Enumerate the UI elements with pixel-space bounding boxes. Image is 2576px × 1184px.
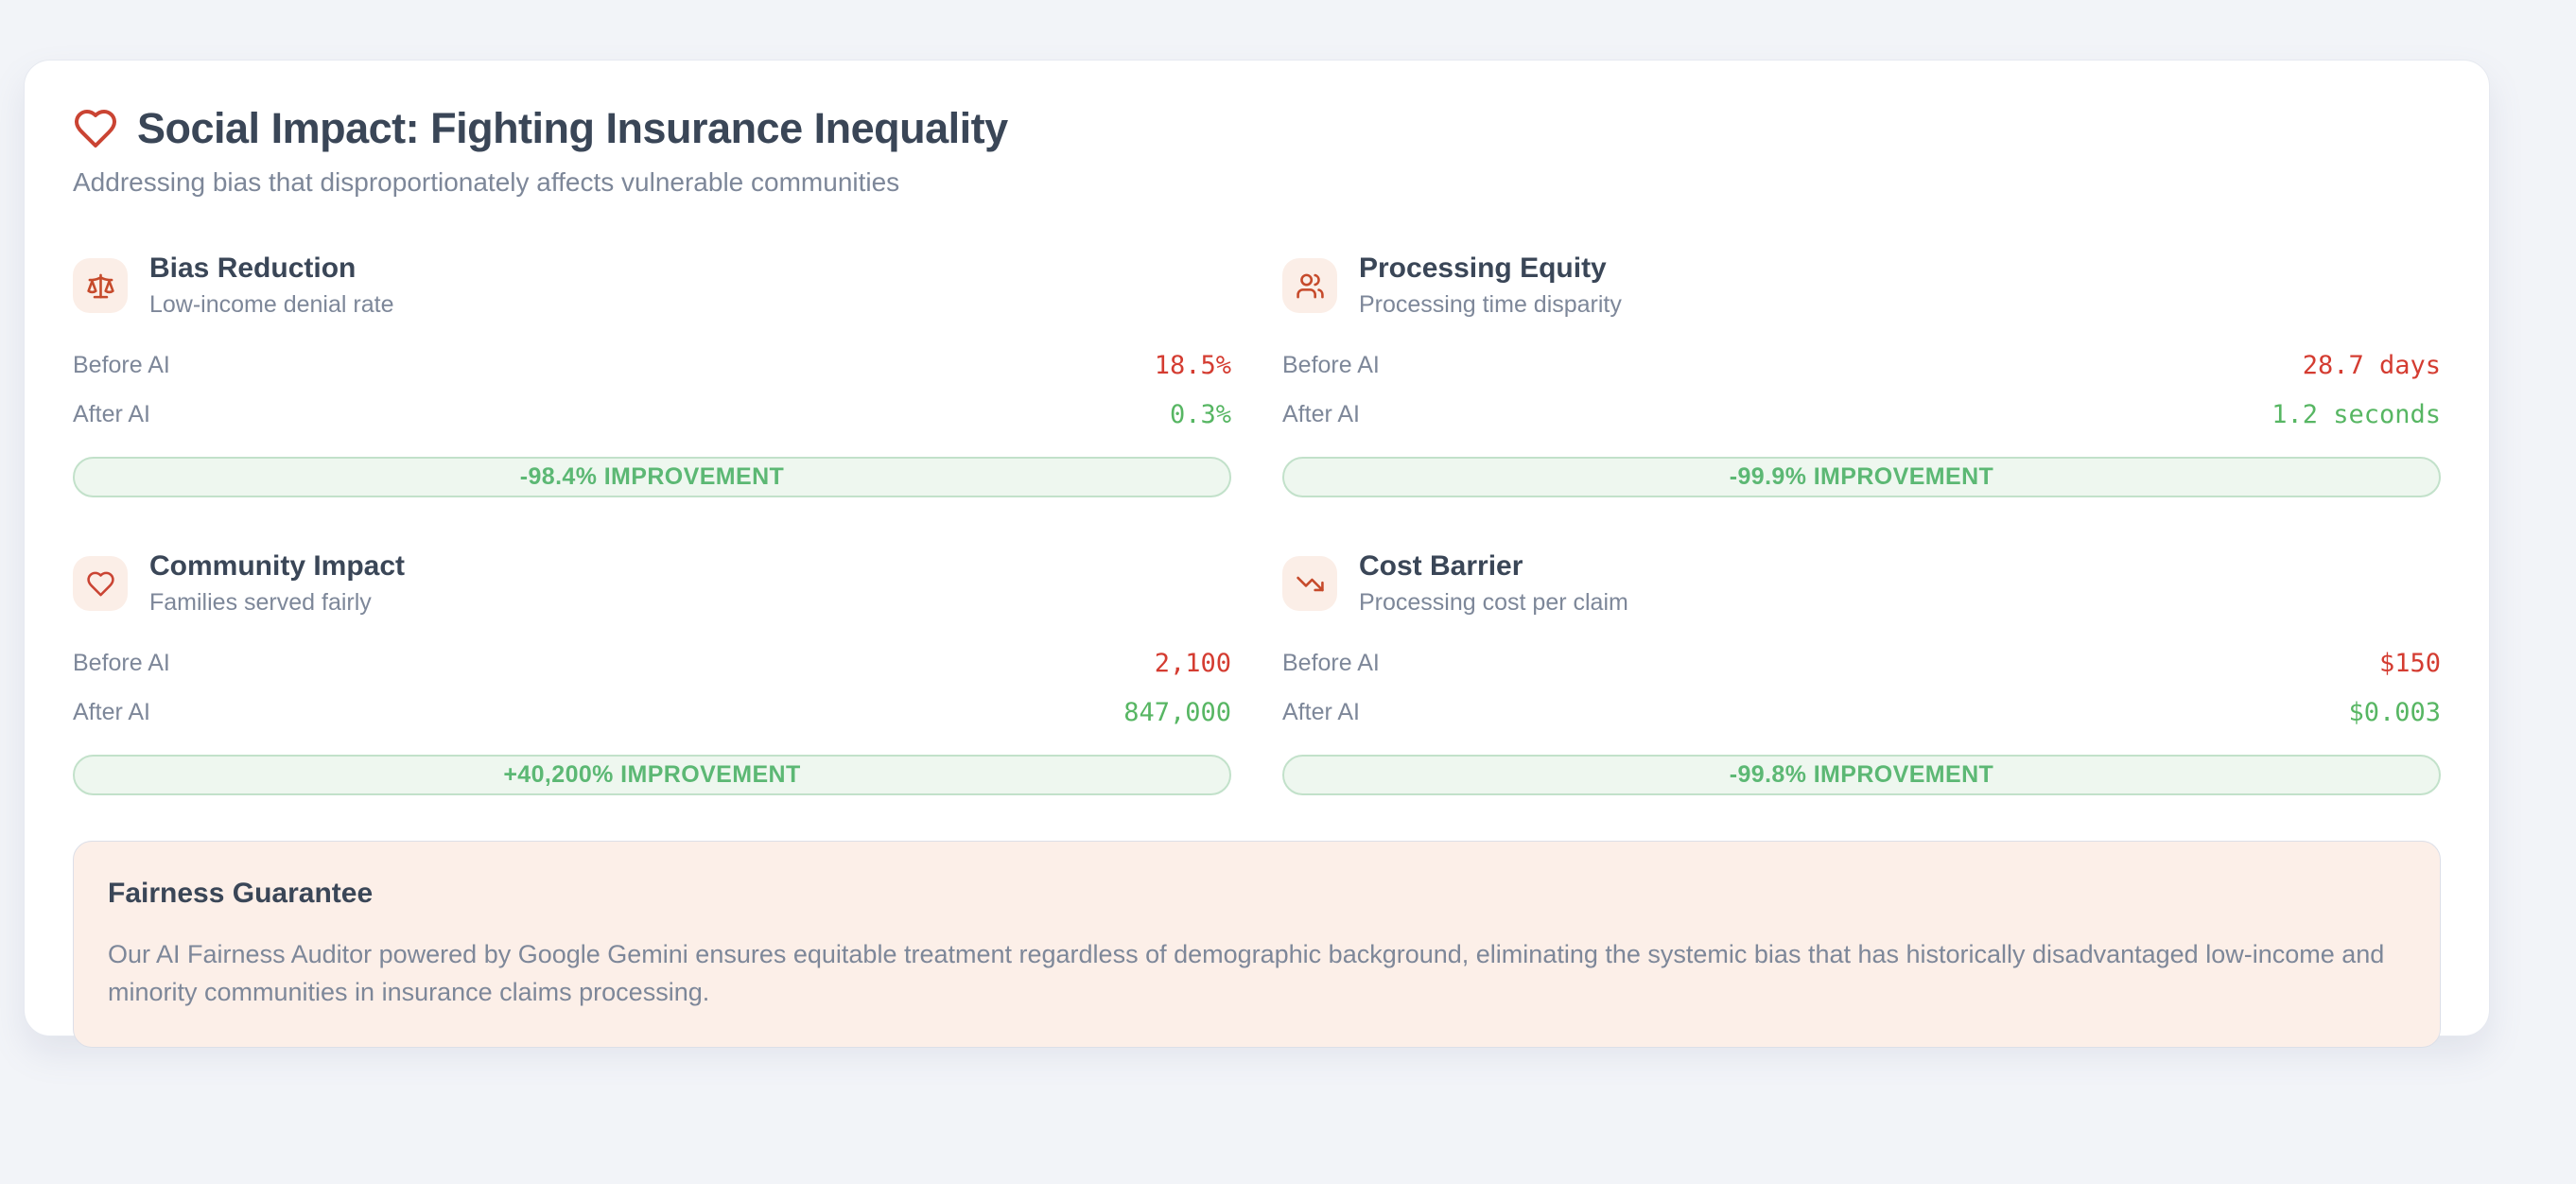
metric-header: Bias Reduction Low-income denial rate [73,252,1231,319]
after-ai-value: $0.003 [2348,698,2441,727]
after-ai-label: After AI [73,699,150,725]
fairness-body: Our AI Fairness Auditor powered by Googl… [108,940,2385,1006]
metric-community-impact: Community Impact Families served fairly … [73,550,1231,795]
improvement-badge: -98.4% IMPROVEMENT [73,457,1231,497]
after-ai-value: 0.3% [1169,400,1231,429]
after-ai-label: After AI [1282,699,1360,725]
heart-icon [73,106,118,151]
before-ai-label: Before AI [1282,352,1380,378]
before-ai-row: Before AI 28.7 days [1282,351,2441,380]
trending-down-icon [1282,556,1337,611]
users-icon [1282,258,1337,313]
metric-title: Bias Reduction [149,252,357,284]
page-title: Social Impact: Fighting Insurance Inequa… [137,104,1008,152]
before-ai-value: $150 [2378,649,2441,678]
before-ai-row: Before AI 18.5% [73,351,1231,380]
social-impact-card: Social Impact: Fighting Insurance Inequa… [24,60,2490,1048]
card-header: Social Impact: Fighting Insurance Inequa… [73,104,2441,153]
before-ai-row: Before AI 2,100 [73,649,1231,678]
metric-subtitle: Processing time disparity [1359,291,1622,318]
metric-title: Cost Barrier [1359,550,1523,582]
before-ai-label: Before AI [73,650,170,676]
before-ai-label: Before AI [1282,650,1380,676]
metric-processing-equity: Processing Equity Processing time dispar… [1282,252,2441,497]
after-ai-value: 847,000 [1123,698,1231,727]
after-ai-row: After AI 0.3% [73,400,1231,429]
metric-header: Processing Equity Processing time dispar… [1282,252,2441,319]
metric-title: Processing Equity [1359,252,1607,284]
after-ai-row: After AI 1.2 seconds [1282,400,2441,429]
after-ai-row: After AI 847,000 [73,698,1231,727]
after-ai-label: After AI [73,401,150,427]
metric-cost-barrier: Cost Barrier Processing cost per claim B… [1282,550,2441,795]
improvement-badge: +40,200% IMPROVEMENT [73,755,1231,795]
metric-subtitle: Families served fairly [149,589,372,616]
fairness-guarantee-panel: Fairness Guarantee Our AI Fairness Audit… [73,841,2441,1048]
metric-bias-reduction: Bias Reduction Low-income denial rate Be… [73,252,1231,497]
after-ai-label: After AI [1282,401,1360,427]
metrics-grid: Bias Reduction Low-income denial rate Be… [73,252,2441,795]
page-subtitle: Addressing bias that disproportionately … [73,167,900,197]
improvement-badge: -99.9% IMPROVEMENT [1282,457,2441,497]
scale-icon [73,258,128,313]
before-ai-value: 2,100 [1154,649,1231,678]
before-ai-value: 28.7 days [2302,351,2441,380]
metric-header: Community Impact Families served fairly [73,550,1231,617]
heart-icon [73,556,128,611]
after-ai-value: 1.2 seconds [2271,400,2441,429]
metric-header: Cost Barrier Processing cost per claim [1282,550,2441,617]
before-ai-label: Before AI [73,352,170,378]
fairness-title: Fairness Guarantee [108,878,374,909]
metric-title: Community Impact [149,550,406,582]
improvement-badge: -99.8% IMPROVEMENT [1282,755,2441,795]
after-ai-row: After AI $0.003 [1282,698,2441,727]
metric-subtitle: Low-income denial rate [149,291,394,318]
before-ai-row: Before AI $150 [1282,649,2441,678]
metric-subtitle: Processing cost per claim [1359,589,1628,616]
before-ai-value: 18.5% [1154,351,1231,380]
